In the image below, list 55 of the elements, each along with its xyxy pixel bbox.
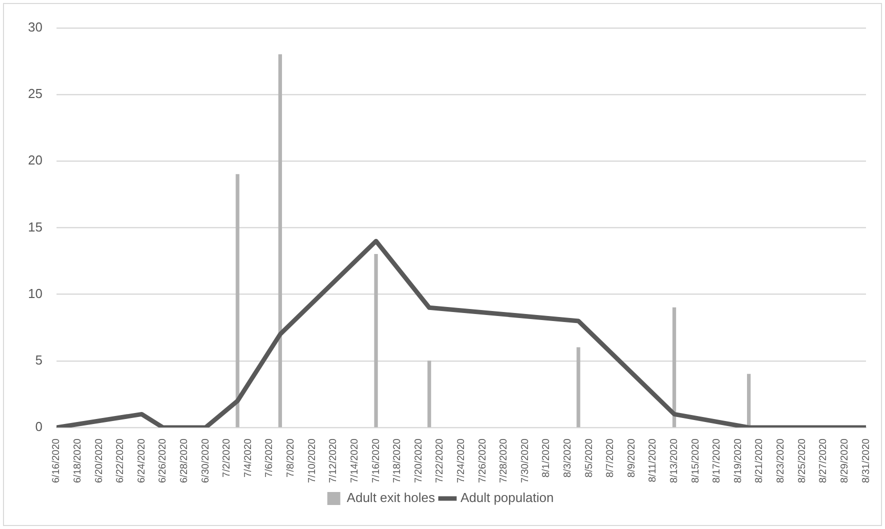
x-tick-label: 8/23/2020 <box>776 438 787 484</box>
x-tick-label: 8/15/2020 <box>690 438 702 484</box>
bar <box>236 174 240 428</box>
y-tick-label: 30 <box>28 20 42 35</box>
x-tick-label: 8/19/2020 <box>732 438 744 484</box>
x-tick-label: 6/28/2020 <box>179 438 190 484</box>
x-tick-label: 8/11/2020 <box>648 438 659 482</box>
x-tick-label: 8/17/2020 <box>712 438 723 484</box>
x-tick-label: 8/5/2020 <box>584 438 595 478</box>
x-tick-label: 8/3/2020 <box>562 438 574 478</box>
x-tick-label: 6/22/2020 <box>115 438 126 484</box>
y-tick-label: 20 <box>28 152 42 168</box>
x-tick-label: 7/22/2020 <box>434 438 446 484</box>
x-tick-label: 7/14/2020 <box>349 438 360 484</box>
bar <box>672 307 676 428</box>
y-tick-label: 15 <box>28 219 42 234</box>
x-tick-label: 8/13/2020 <box>669 438 680 484</box>
bar <box>576 347 580 428</box>
x-tick-label: 6/20/2020 <box>94 438 105 484</box>
x-tick-label: 8/25/2020 <box>796 438 808 484</box>
x-tick-label: 7/30/2020 <box>520 438 531 484</box>
x-tick-label: 7/16/2020 <box>370 438 382 484</box>
x-tick-label: 7/2/2020 <box>222 438 233 478</box>
x-tick-label: 8/27/2020 <box>818 438 830 484</box>
x-tick-label: 7/20/2020 <box>413 438 424 484</box>
legend-label: Adult exit holes <box>346 490 436 506</box>
x-tick-label: 8/1/2020 <box>541 438 552 478</box>
x-tick-label: 8/29/2020 <box>839 438 850 484</box>
y-tick-label: 10 <box>28 286 42 301</box>
x-tick-label: 7/6/2020 <box>264 438 276 478</box>
bar <box>374 254 378 428</box>
y-tick-label: 5 <box>35 352 42 368</box>
x-tick-label: 7/24/2020 <box>456 438 467 484</box>
bar <box>278 54 282 428</box>
legend-label: Adult population <box>460 490 554 506</box>
x-tick-label: 7/8/2020 <box>286 438 297 478</box>
x-tick-label: 8/9/2020 <box>626 438 638 478</box>
x-tick-label: 7/28/2020 <box>498 438 510 484</box>
bar <box>427 360 432 428</box>
x-tick-label: 8/7/2020 <box>605 438 616 478</box>
x-tick-label: 8/31/2020 <box>860 438 872 484</box>
x-tick-label: 7/4/2020 <box>242 438 254 478</box>
x-tick-label: 6/18/2020 <box>72 438 84 484</box>
bar <box>747 374 751 428</box>
x-tick-label: 6/24/2020 <box>136 438 148 484</box>
x-tick-label: 7/18/2020 <box>392 438 404 484</box>
x-tick-label: 6/16/2020 <box>51 438 62 484</box>
x-tick-label: 8/21/2020 <box>754 438 766 484</box>
y-tick-label: 0 <box>35 419 42 434</box>
x-tick-label: 6/26/2020 <box>158 438 169 484</box>
y-tick-label: 25 <box>28 86 42 102</box>
x-tick-label: 7/26/2020 <box>477 438 488 484</box>
x-tick-label: 6/30/2020 <box>200 438 212 484</box>
x-tick-label: 7/10/2020 <box>306 438 318 484</box>
x-tick-label: 7/12/2020 <box>328 438 340 484</box>
